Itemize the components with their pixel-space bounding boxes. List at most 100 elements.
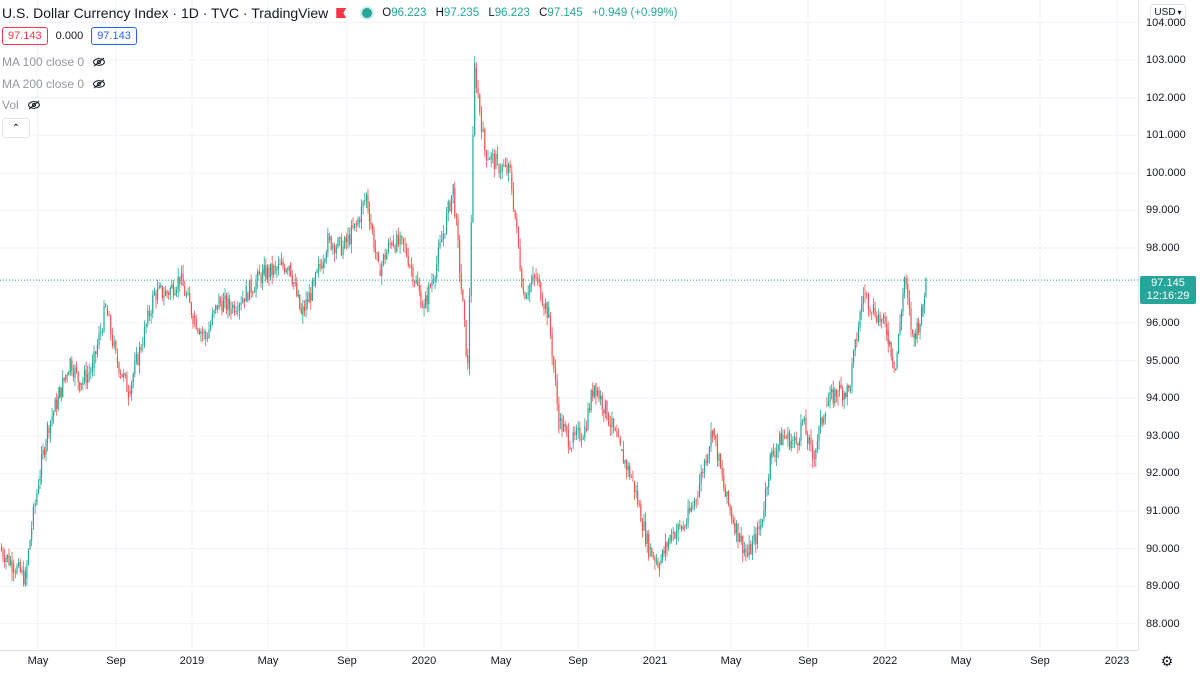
x-tick-label: Sep (1030, 655, 1050, 667)
candle-body (886, 323, 888, 335)
candle-body (240, 302, 242, 305)
candle-body (923, 297, 926, 305)
candle-body (713, 428, 715, 436)
candle-body (88, 372, 90, 374)
candle-body (334, 244, 336, 254)
candle-body (291, 275, 293, 284)
candle-body (529, 285, 531, 294)
candle-body (495, 154, 497, 169)
candle-body (287, 269, 289, 271)
time-axis[interactable] (0, 650, 1138, 673)
x-tick-label: 2021 (642, 655, 668, 667)
collapse-legend-button[interactable]: ⌃ (2, 118, 30, 138)
candle-body (5, 557, 7, 563)
candle-body (230, 308, 232, 315)
candle-body (512, 190, 515, 210)
candle-body (218, 296, 220, 310)
candle-body (896, 353, 898, 369)
candle-body (616, 430, 618, 437)
candle-body (185, 294, 187, 296)
candle-body (705, 460, 707, 464)
candle-body (498, 165, 500, 173)
candle-body (801, 419, 804, 423)
candle-body (925, 277, 927, 298)
currency-selector[interactable]: USD ▾ (1150, 4, 1186, 20)
candle-body (832, 389, 834, 404)
candle-body (707, 455, 709, 464)
hidden-eye-icon[interactable] (92, 79, 106, 89)
candle-body (27, 549, 30, 564)
candle-body (527, 293, 529, 296)
close-key: C (539, 7, 548, 19)
open-key: O (382, 7, 392, 19)
candle-body (521, 269, 523, 288)
low-key: L (488, 7, 495, 19)
candle-body (644, 521, 647, 545)
candle-body (250, 279, 252, 293)
candle-body (862, 295, 864, 304)
candle-body (913, 333, 915, 339)
candle-body (496, 154, 499, 159)
sell-button[interactable]: 97.143 (2, 27, 48, 45)
candle-body (177, 276, 179, 290)
hidden-eye-icon[interactable] (92, 57, 106, 67)
market-status-icon[interactable] (362, 8, 373, 18)
candle-body (792, 439, 794, 441)
candle-body (302, 306, 304, 316)
candle-body (203, 332, 205, 334)
candle-body (401, 235, 403, 239)
y-tick-label: 96.000 (1146, 317, 1180, 330)
candle-body (698, 483, 701, 497)
candle-body (195, 317, 197, 329)
candle-body (593, 385, 595, 398)
candle-body (206, 338, 208, 339)
candle-body (629, 465, 631, 478)
candle-body (325, 252, 327, 260)
candle-body (428, 285, 430, 305)
candle-body (829, 392, 831, 402)
candle-body (603, 409, 605, 414)
last-price-value: 97.145 (1151, 277, 1185, 289)
candle-body (854, 339, 856, 351)
symbol-title[interactable]: U.S. Dollar Currency Index · 1D · TVC · … (2, 5, 329, 21)
candle-body (845, 393, 847, 398)
gear-icon[interactable]: ⚙ (1160, 653, 1174, 669)
candle-body (771, 450, 773, 459)
candle-body (210, 324, 212, 330)
candle-body (867, 294, 869, 310)
indicator-ma100[interactable]: MA 100 close 0 (2, 55, 106, 69)
candle-body (447, 201, 449, 213)
flag-icon[interactable] (336, 8, 346, 18)
candle-body (835, 389, 838, 397)
candle-body (866, 293, 868, 295)
buy-button[interactable]: 97.143 (91, 27, 137, 45)
candle-body (689, 508, 691, 512)
candle-body (399, 235, 401, 245)
candle-body (488, 158, 491, 160)
candle-body (26, 563, 28, 579)
candle-body (34, 503, 36, 507)
candle-body (215, 305, 217, 311)
candle-body (131, 382, 133, 394)
candle-body (39, 476, 41, 481)
candle-body (761, 519, 763, 527)
price-axis[interactable] (1138, 0, 1200, 650)
candle-body (362, 201, 364, 207)
candle-body (621, 449, 623, 451)
indicator-label: MA 200 close 0 (2, 77, 85, 91)
candle-body (916, 322, 918, 339)
candle-body (726, 491, 728, 496)
candle-body (252, 292, 254, 294)
candle-body (563, 424, 565, 432)
candle-body (313, 280, 315, 281)
hidden-eye-icon[interactable] (27, 100, 41, 110)
candle-body (324, 259, 326, 263)
candle-body (606, 400, 608, 420)
indicator-vol[interactable]: Vol (2, 98, 41, 112)
y-tick-label: 94.000 (1146, 392, 1180, 405)
candle-body (482, 128, 484, 132)
indicator-ma200[interactable]: MA 200 close 0 (2, 77, 106, 91)
candle-body (143, 327, 146, 346)
